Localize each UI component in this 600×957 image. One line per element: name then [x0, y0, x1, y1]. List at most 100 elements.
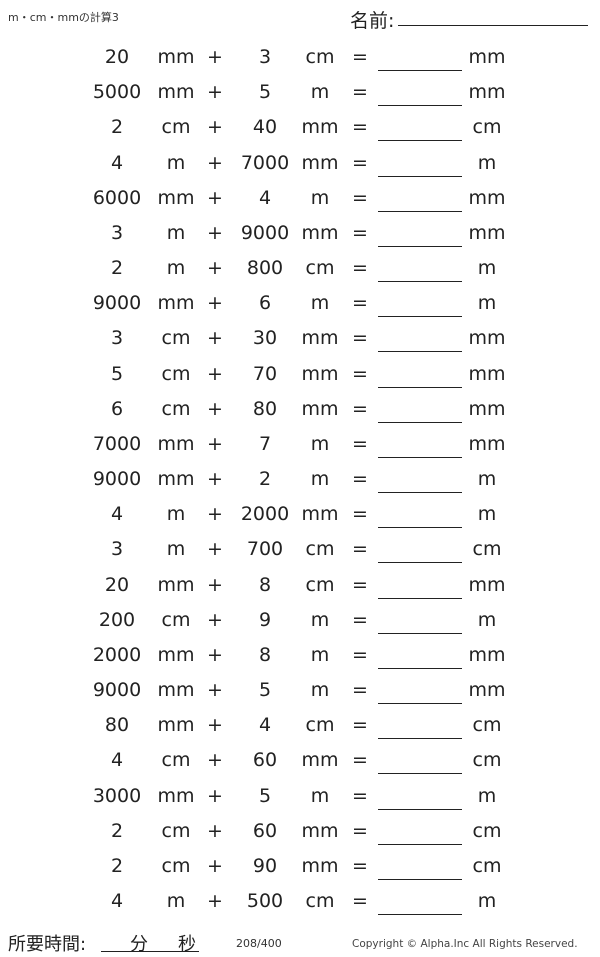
unit-b: m: [310, 679, 330, 702]
plus-sign: +: [207, 819, 223, 842]
equals-sign: =: [352, 151, 368, 174]
answer-blank[interactable]: [378, 878, 462, 880]
equals-sign: =: [352, 573, 368, 596]
unit-a: m: [166, 221, 186, 244]
operand-a: 9000: [92, 679, 142, 702]
answer-unit: mm: [468, 327, 506, 350]
answer-blank[interactable]: [378, 456, 462, 458]
answer-unit: m: [477, 608, 497, 631]
answer-blank[interactable]: [378, 914, 462, 916]
plus-sign: +: [207, 538, 223, 561]
operand-a: 6: [110, 397, 124, 420]
answer-blank[interactable]: [378, 105, 462, 107]
answer-blank[interactable]: [378, 597, 462, 599]
plus-sign: +: [207, 784, 223, 807]
operand-a: 3: [110, 538, 124, 561]
answer-unit: mm: [468, 46, 506, 68]
equals-sign: =: [352, 784, 368, 807]
time-field[interactable]: [101, 951, 199, 952]
problem-row: 4 m +2000 mm = m: [0, 499, 600, 529]
answer-unit: mm: [468, 679, 506, 702]
operand-a: 3000: [92, 784, 142, 807]
answer-blank[interactable]: [378, 667, 462, 669]
operand-b: 60: [252, 749, 278, 772]
answer-blank[interactable]: [378, 140, 462, 142]
unit-a: mm: [157, 468, 195, 491]
answer-blank[interactable]: [378, 773, 462, 775]
unit-a: mm: [157, 784, 195, 807]
answer-unit: mm: [468, 643, 506, 666]
answer-unit: mm: [468, 397, 506, 420]
plus-sign: +: [207, 608, 223, 631]
worksheet-title: m・cm・mmの計算3: [8, 11, 119, 24]
answer-blank[interactable]: [378, 421, 462, 423]
answer-blank[interactable]: [378, 281, 462, 283]
plus-sign: +: [207, 503, 223, 526]
problem-row: 2 cm +40 mm = cm: [0, 112, 600, 142]
problem-row: 2 m +800 cm = m: [0, 253, 600, 283]
answer-unit: mm: [468, 573, 506, 596]
operand-a: 6000: [92, 186, 142, 209]
answer-blank[interactable]: [378, 738, 462, 740]
plus-sign: +: [207, 573, 223, 596]
problem-row: 20 mm +3 cm = mm: [0, 42, 600, 72]
problem-row: 4 m +500 cm = m: [0, 886, 600, 916]
operand-b: 2: [258, 468, 272, 491]
problem-row: 80 mm +4 cm = cm: [0, 710, 600, 740]
copyright: Copyright © Alpha.Inc All Rights Reserve…: [352, 938, 578, 950]
answer-blank[interactable]: [378, 210, 462, 212]
equals-sign: =: [352, 327, 368, 350]
unit-b: mm: [301, 151, 339, 174]
answer-blank[interactable]: [378, 703, 462, 705]
equals-sign: =: [352, 749, 368, 772]
answer-blank[interactable]: [378, 562, 462, 564]
plus-sign: +: [207, 327, 223, 350]
answer-blank[interactable]: [378, 70, 462, 71]
operand-a: 9000: [92, 468, 142, 491]
plus-sign: +: [207, 292, 223, 315]
operand-a: 20: [104, 573, 130, 596]
plus-sign: +: [207, 679, 223, 702]
answer-blank[interactable]: [378, 351, 462, 353]
operand-b: 40: [252, 116, 278, 139]
equals-sign: =: [352, 608, 368, 631]
plus-sign: +: [207, 221, 223, 244]
operand-b: 80: [252, 397, 278, 420]
unit-a: cm: [161, 327, 191, 350]
answer-blank[interactable]: [378, 316, 462, 318]
equals-sign: =: [352, 397, 368, 420]
equals-sign: =: [352, 46, 368, 68]
unit-a: cm: [161, 819, 191, 842]
unit-a: mm: [157, 679, 195, 702]
seconds-label: 秒: [178, 934, 196, 955]
operand-b: 7: [258, 432, 272, 455]
unit-a: cm: [161, 397, 191, 420]
answer-blank[interactable]: [378, 808, 462, 810]
answer-unit: mm: [468, 81, 506, 104]
answer-blank[interactable]: [378, 632, 462, 634]
answer-blank[interactable]: [378, 175, 462, 177]
answer-blank[interactable]: [378, 245, 462, 247]
operand-b: 8: [258, 643, 272, 666]
answer-blank[interactable]: [378, 386, 462, 388]
equals-sign: =: [352, 714, 368, 737]
minutes-label: 分: [130, 934, 148, 955]
plus-sign: +: [207, 397, 223, 420]
problem-row: 20 mm +8 cm = mm: [0, 570, 600, 600]
equals-sign: =: [352, 468, 368, 491]
problem-row: 9000 mm +6 m = m: [0, 288, 600, 318]
answer-unit: cm: [472, 714, 502, 737]
name-field[interactable]: [398, 25, 588, 26]
unit-b: mm: [301, 819, 339, 842]
unit-b: mm: [301, 749, 339, 772]
operand-b: 4: [258, 714, 272, 737]
operand-a: 200: [98, 608, 136, 631]
unit-b: m: [310, 81, 330, 104]
answer-blank[interactable]: [378, 492, 462, 494]
operand-a: 4: [110, 749, 124, 772]
answer-blank[interactable]: [378, 527, 462, 529]
answer-blank[interactable]: [378, 843, 462, 845]
problem-row: 6000 mm +4 m = mm: [0, 183, 600, 213]
unit-a: m: [166, 538, 186, 561]
unit-b: m: [310, 468, 330, 491]
